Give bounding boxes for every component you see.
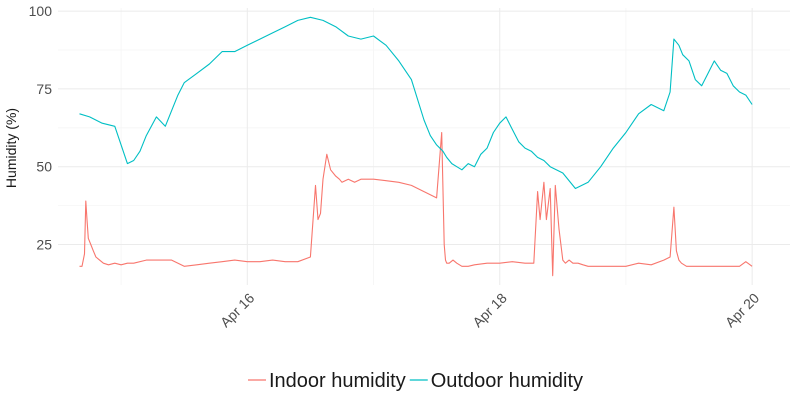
- legend-label-outdoor-humidity: Outdoor humidity: [431, 370, 583, 392]
- outdoor-humidity-line: [79, 16, 753, 190]
- x-tick-label: Apr 20: [722, 290, 763, 331]
- legend-item-indoor-humidity: Indoor humidity: [248, 370, 406, 392]
- x-axis-ticks: Apr 16 Apr 18 Apr 20: [217, 290, 762, 331]
- series-lines: [79, 16, 753, 277]
- y-axis-ticks: 25 50 75 100: [29, 3, 53, 252]
- legend-item-outdoor-humidity: Outdoor humidity: [409, 370, 583, 392]
- y-tick-label: 100: [29, 3, 53, 19]
- legend-label-indoor-humidity: Indoor humidity: [269, 370, 406, 392]
- indoor-humidity-line: [79, 131, 753, 277]
- y-axis-title: Humidity (%): [3, 108, 19, 188]
- y-tick-label: 25: [36, 237, 52, 253]
- x-tick-label: Apr 18: [469, 290, 510, 331]
- legend: Indoor humidity Outdoor humidity: [248, 370, 583, 392]
- y-tick-label: 50: [36, 159, 52, 175]
- x-tick-label: Apr 16: [217, 290, 258, 331]
- grid-lines: [58, 8, 790, 285]
- y-tick-label: 75: [36, 81, 52, 97]
